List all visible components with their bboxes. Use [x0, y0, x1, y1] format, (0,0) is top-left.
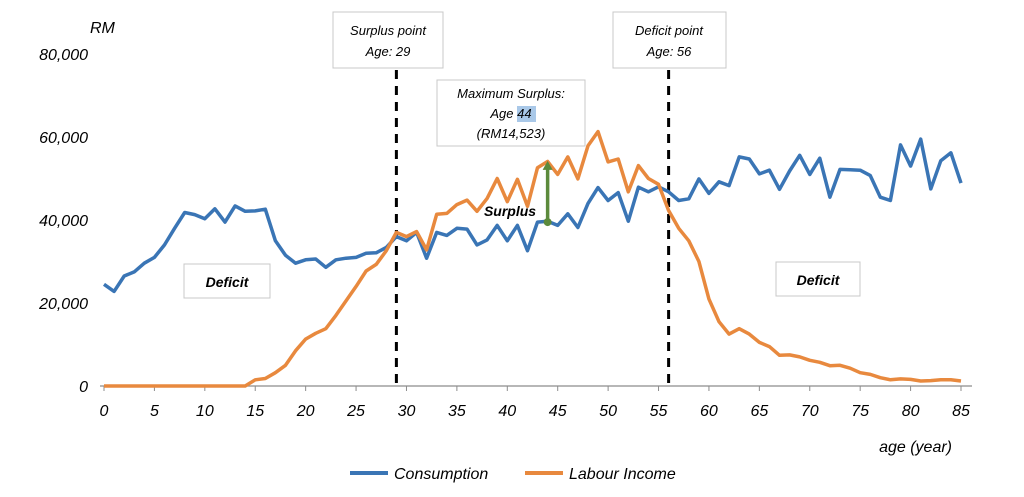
- x-tick-label: 20: [296, 403, 315, 420]
- x-tick-label: 70: [801, 403, 819, 420]
- y-axis-ticks: 0 20,000 40,000 60,000 80,000: [38, 47, 88, 396]
- legend-consumption-label: Consumption: [394, 466, 488, 483]
- x-tick-label: 85: [952, 403, 970, 420]
- y-tick-label: 20,000: [38, 296, 88, 313]
- y-tick-label: 0: [79, 379, 88, 396]
- deficit-point-annotation: Deficit point Age: 56: [612, 11, 727, 69]
- y-tick-label: 40,000: [39, 213, 88, 230]
- x-axis-ticks: 0 5 10 15 20 25 30 35 40 45 50 55 60 65 70 75 80 85: [100, 386, 970, 420]
- y-axis-label: RM: [90, 20, 116, 37]
- deficit-left-label: Deficit: [206, 274, 250, 290]
- x-tick-label: 60: [700, 403, 718, 420]
- x-tick-label: 35: [448, 403, 466, 420]
- max-surplus-age: Age 44: [489, 106, 531, 121]
- x-tick-label: 10: [196, 403, 214, 420]
- y-tick-label: 60,000: [39, 130, 88, 147]
- max-surplus-title: Maximum Surplus:: [457, 86, 565, 101]
- x-axis-label: age (year): [879, 439, 952, 456]
- x-tick-label: 45: [549, 403, 567, 420]
- max-surplus-annotation: Maximum Surplus: Age 44 (RM14,523): [436, 79, 586, 147]
- deficit-left-annotation: Deficit: [183, 263, 271, 299]
- deficit-point-title: Deficit point: [635, 23, 704, 38]
- surplus-point-annotation: Surplus point Age: 29: [332, 11, 444, 69]
- x-tick-label: 40: [498, 403, 516, 420]
- consumption-series-line: [102, 137, 963, 294]
- surplus-point-age: Age: 29: [365, 44, 411, 59]
- x-tick-label: 30: [398, 403, 416, 420]
- labour-income-series-line: [104, 129, 962, 388]
- max-surplus-arrowhead: [542, 160, 553, 170]
- deficit-right-annotation: Deficit: [775, 261, 861, 297]
- max-surplus-dot: [543, 218, 552, 227]
- x-tick-label: 0: [100, 403, 109, 420]
- x-tick-label: 50: [599, 403, 617, 420]
- x-tick-label: 65: [750, 403, 768, 420]
- surplus-point-title: Surplus point: [350, 23, 427, 38]
- surplus-label: Surplus: [484, 203, 536, 219]
- legend-labour-label: Labour Income: [569, 466, 676, 483]
- deficit-point-age: Age: 56: [646, 44, 693, 59]
- x-tick-label: 55: [650, 403, 668, 420]
- x-tick-label: 5: [150, 403, 159, 420]
- x-tick-label: 80: [902, 403, 920, 420]
- plot-axes: 0 5 10 15 20 25 30 35 40 45 50 55 60 65 70 75 80 85 0 20,0…: [38, 47, 972, 420]
- x-tick-label: 75: [851, 403, 869, 420]
- y-tick-label: 80,000: [39, 47, 88, 64]
- max-surplus-amount: (RM14,523): [477, 126, 546, 141]
- deficit-right-label: Deficit: [797, 272, 841, 288]
- max-surplus-age-highlight: [517, 106, 536, 122]
- x-tick-label: 15: [246, 403, 264, 420]
- x-tick-label: 25: [346, 403, 365, 420]
- chart-legend: Consumption Labour Income: [350, 466, 676, 483]
